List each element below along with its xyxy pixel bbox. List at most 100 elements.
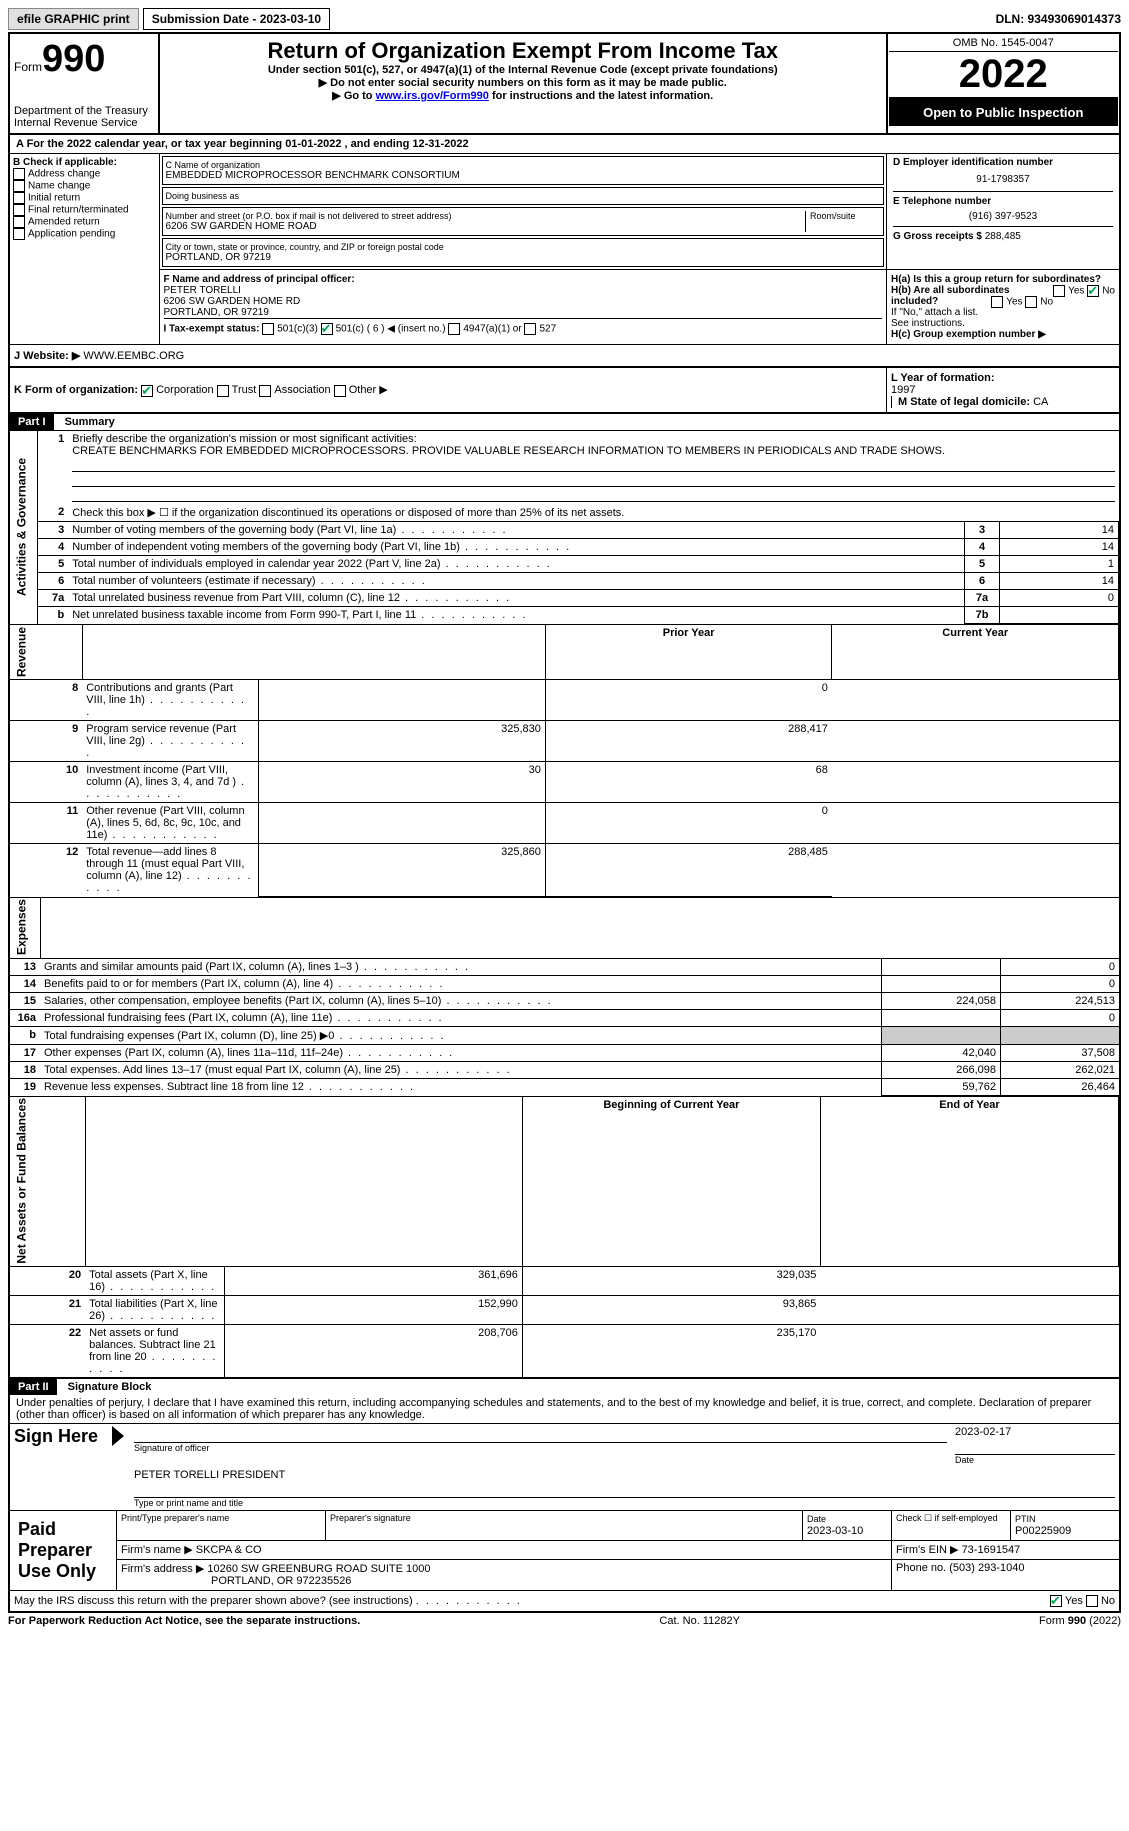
chk-501c[interactable]	[321, 323, 333, 335]
ptin: P00225909	[1015, 1525, 1071, 1537]
goto-post: for instructions and the latest informat…	[489, 90, 713, 102]
d-label: D Employer identification number	[893, 157, 1113, 168]
opt-other: Other ▶	[349, 384, 388, 396]
sig-date-lbl: Date	[955, 1455, 1115, 1465]
domicile: CA	[1033, 396, 1048, 408]
ha-label: H(a) Is this a group return for subordin…	[891, 274, 1101, 285]
street: 6206 SW GARDEN HOME ROAD	[166, 221, 806, 232]
chk-discuss-yes[interactable]	[1050, 1595, 1062, 1607]
ein: 91-1798357	[893, 168, 1113, 191]
col-current: Current Year	[832, 625, 1119, 680]
discuss-no: No	[1101, 1595, 1115, 1607]
org-name: EMBEDDED MICROPROCESSOR BENCHMARK CONSOR…	[166, 170, 881, 181]
year-formation: 1997	[891, 384, 915, 396]
chk-hb-no[interactable]	[1025, 296, 1037, 308]
opt-assoc: Association	[274, 384, 330, 396]
chk-527[interactable]	[524, 323, 536, 335]
phone-lbl: Phone no.	[896, 1562, 946, 1574]
hb-yes: Yes	[1006, 297, 1022, 308]
discuss-text: May the IRS discuss this return with the…	[14, 1595, 413, 1607]
chk-other[interactable]	[334, 385, 346, 397]
chk-hb-yes[interactable]	[991, 296, 1003, 308]
col-end: End of Year	[820, 1096, 1118, 1267]
discuss-yes: Yes	[1065, 1595, 1083, 1607]
chk-501c3[interactable]	[262, 323, 274, 335]
website: WWW.EEMBC.ORG	[83, 350, 184, 362]
gross-receipts: 288,485	[985, 231, 1021, 242]
firm-ein: 73-1691547	[962, 1544, 1021, 1556]
form-number: 990	[42, 38, 105, 80]
ptin-lbl: PTIN	[1015, 1514, 1036, 1524]
opt-address: Address change	[28, 169, 100, 180]
chk-final[interactable]	[13, 204, 25, 216]
sig-officer-lbl: Signature of officer	[134, 1443, 947, 1453]
self-employed: Check ☐ if self-employed	[892, 1511, 1011, 1541]
l-label: L Year of formation:	[891, 372, 995, 384]
section-a: A For the 2022 calendar year, or tax yea…	[9, 134, 1120, 154]
chk-address[interactable]	[13, 168, 25, 180]
footer-right: Form 990 (2022)	[1039, 1615, 1121, 1627]
mission-text: CREATE BENCHMARKS FOR EMBEDDED MICROPROC…	[72, 445, 945, 457]
opt-final: Final return/terminated	[28, 205, 129, 216]
vlabel-net: Net Assets or Fund Balances	[10, 1096, 85, 1267]
phone: (916) 397-9523	[893, 207, 1113, 226]
hb-no: No	[1040, 297, 1053, 308]
form-table: Form990 Department of the Treasury Inter…	[8, 32, 1121, 1613]
chk-initial[interactable]	[13, 192, 25, 204]
c-name-label: C Name of organization	[166, 160, 881, 170]
prep-date-lbl: Date	[807, 1514, 826, 1524]
col-prior: Prior Year	[545, 625, 832, 680]
form-title: Return of Organization Exempt From Incom…	[168, 38, 878, 64]
dept-treasury: Department of the Treasury	[14, 105, 154, 117]
room-label: Room/suite	[810, 211, 880, 221]
dba-label: Doing business as	[166, 191, 881, 201]
chk-ha-yes[interactable]	[1053, 285, 1065, 297]
part1-hdr: Part I	[10, 414, 54, 430]
part2-title: Signature Block	[60, 1381, 152, 1393]
officer-name-title: PETER TORELLI PRESIDENT	[134, 1469, 1115, 1481]
form-subtitle: Under section 501(c), 527, or 4947(a)(1)…	[168, 64, 878, 76]
chk-4947[interactable]	[448, 323, 460, 335]
efile-btn[interactable]: efile GRAPHIC print	[8, 8, 139, 30]
paid-preparer: Paid Preparer Use Only	[10, 1511, 117, 1590]
vlabel-expenses: Expenses	[10, 897, 40, 958]
vlabel-activities: Activities & Governance	[10, 431, 38, 624]
j-label: J Website: ▶	[14, 350, 80, 362]
goto-pre: ▶ Go to	[332, 90, 375, 102]
chk-app[interactable]	[13, 228, 25, 240]
submission-date: Submission Date - 2023-03-10	[143, 8, 330, 30]
part1-title: Summary	[57, 416, 115, 428]
irs-link[interactable]: www.irs.gov/Form990	[376, 90, 489, 102]
chk-discuss-no[interactable]	[1086, 1595, 1098, 1607]
type-name-lbl: Type or print name and title	[134, 1498, 1115, 1508]
b-label: B Check if applicable:	[13, 157, 156, 168]
ha-no: No	[1102, 286, 1115, 297]
e-label: E Telephone number	[893, 191, 1113, 207]
hc-label: H(c) Group exemption number ▶	[891, 329, 1046, 340]
top-bar: efile GRAPHIC print Submission Date - 20…	[8, 8, 1121, 30]
opt-app: Application pending	[28, 229, 115, 240]
opt-trust: Trust	[232, 384, 257, 396]
irs: Internal Revenue Service	[14, 117, 154, 129]
vlabel-revenue: Revenue	[10, 625, 82, 680]
chk-assoc[interactable]	[259, 385, 271, 397]
opt-527: 527	[539, 324, 556, 335]
chk-name[interactable]	[13, 180, 25, 192]
prep-name-lbl: Print/Type preparer's name	[121, 1513, 321, 1523]
ha-yes: Yes	[1068, 286, 1084, 297]
firm-addr-lbl: Firm's address ▶	[121, 1563, 204, 1575]
declaration: Under penalties of perjury, I declare th…	[9, 1395, 1120, 1424]
prep-phone: (503) 293-1040	[949, 1562, 1024, 1574]
chk-ha-no[interactable]	[1087, 285, 1099, 297]
chk-amended[interactable]	[13, 216, 25, 228]
footer-left: For Paperwork Reduction Act Notice, see …	[8, 1615, 360, 1627]
note-ssn: ▶ Do not enter social security numbers o…	[168, 76, 878, 89]
chk-corp[interactable]	[141, 385, 153, 397]
opt-corp: Corporation	[156, 384, 213, 396]
tax-year: 2022	[889, 52, 1119, 99]
officer-addr1: 6206 SW GARDEN HOME RD	[164, 296, 883, 307]
firm-ein-lbl: Firm's EIN ▶	[896, 1544, 959, 1556]
street-label: Number and street (or P.O. box if mail i…	[166, 211, 806, 221]
chk-trust[interactable]	[217, 385, 229, 397]
sig-arrow-icon	[112, 1426, 124, 1446]
